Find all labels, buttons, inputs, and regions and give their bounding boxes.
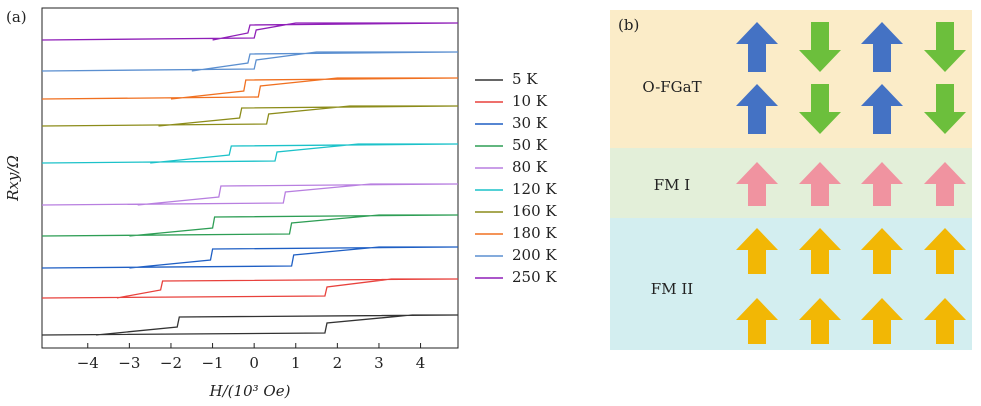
spin-arrow xyxy=(799,162,841,206)
plot-frame xyxy=(41,7,459,349)
series-line xyxy=(41,314,459,336)
spin-arrow xyxy=(861,298,903,344)
panel-b: (b) O-FGaT FM I FM II xyxy=(610,10,972,350)
series-line xyxy=(41,22,459,41)
legend-label: 80 K xyxy=(512,158,548,176)
legend-label: 160 K xyxy=(512,202,557,220)
panel-label: (b) xyxy=(618,16,639,34)
legend-label: 10 K xyxy=(512,92,548,110)
legend-label: 30 K xyxy=(512,114,548,132)
legend-label: 50 K xyxy=(512,136,548,154)
x-tick-label: −3 xyxy=(118,354,140,372)
series-line xyxy=(41,214,459,237)
spin-arrow xyxy=(861,22,903,72)
x-axis-label: H/(10³ Oe) xyxy=(209,382,291,400)
row-label: FM I xyxy=(654,176,691,194)
series-line xyxy=(41,278,459,299)
spin-arrow xyxy=(924,22,966,72)
x-tick-label: −1 xyxy=(201,354,223,372)
legend-label: 5 K xyxy=(512,70,538,88)
spin-arrow xyxy=(924,228,966,274)
spin-arrow xyxy=(736,22,778,72)
x-tick-label: 2 xyxy=(333,354,343,372)
band xyxy=(610,148,972,218)
series-line xyxy=(41,143,459,164)
series-line xyxy=(41,77,459,100)
series-line xyxy=(41,51,459,72)
y-axis-label: Rxy/Ω xyxy=(4,155,22,202)
legend-label: 120 K xyxy=(512,180,557,198)
series-line xyxy=(41,105,459,127)
x-tick-label: 1 xyxy=(291,354,301,372)
band xyxy=(610,218,972,350)
legend-label: 200 K xyxy=(512,246,557,264)
x-tick-label: 4 xyxy=(416,354,426,372)
spin-arrow xyxy=(924,162,966,206)
legend-label: 250 K xyxy=(512,268,557,286)
band xyxy=(610,10,972,148)
spin-arrow xyxy=(736,228,778,274)
spin-arrow xyxy=(924,84,966,134)
legend-label: 180 K xyxy=(512,224,557,242)
x-tick-label: −4 xyxy=(77,354,99,372)
series-line xyxy=(41,246,459,269)
spin-arrow xyxy=(861,84,903,134)
spin-arrow xyxy=(736,84,778,134)
row-label: FM II xyxy=(651,280,693,298)
spin-arrow xyxy=(861,162,903,206)
spin-arrow xyxy=(799,298,841,344)
spin-arrow xyxy=(736,298,778,344)
spin-arrow xyxy=(799,228,841,274)
spin-arrow xyxy=(799,84,841,134)
spin-arrow xyxy=(861,228,903,274)
spin-arrow xyxy=(799,22,841,72)
panel-label: (a) xyxy=(6,8,27,26)
series-line xyxy=(41,183,459,206)
spin-arrow xyxy=(924,298,966,344)
x-tick-label: 3 xyxy=(374,354,384,372)
row-label: O-FGaT xyxy=(642,78,701,96)
spin-arrow xyxy=(736,162,778,206)
x-tick-label: −2 xyxy=(160,354,182,372)
x-tick-label: 0 xyxy=(249,354,259,372)
